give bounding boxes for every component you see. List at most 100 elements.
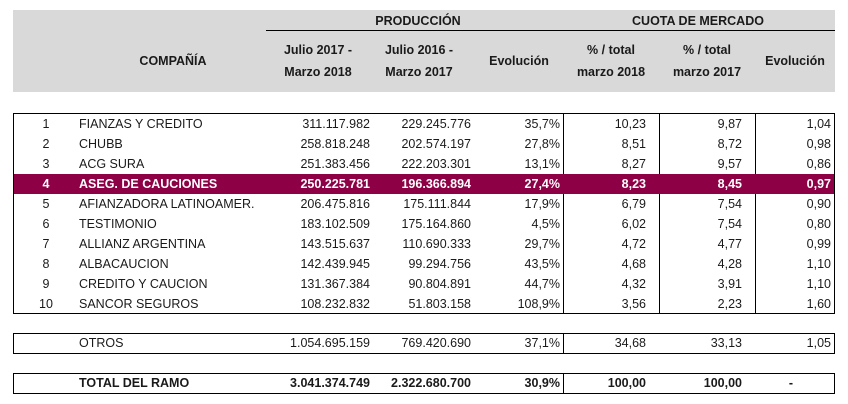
produccion-2018: 143.515.637 (300, 237, 370, 251)
produccion-evolucion: 44,7% (524, 277, 560, 291)
company-name: SANCOR SEGUROS (79, 297, 199, 311)
rank: 7 (42, 237, 50, 251)
produccion-2017: 175.164.860 (401, 217, 471, 231)
header-p17-line1: Julio 2016 - (384, 43, 454, 57)
produccion-evolucion: 27,8% (524, 137, 560, 151)
cuota-2017: 8,72 (717, 137, 742, 151)
cuota-2018: 3,56 (621, 297, 646, 311)
cuota-evolucion: - (788, 376, 794, 390)
produccion-evolucion: 27,4% (524, 177, 560, 191)
produccion-2017: 769.420.690 (401, 336, 471, 350)
rank: 3 (42, 157, 50, 171)
cuota-evolucion: 1,10 (806, 257, 831, 271)
cuota-2017: 9,57 (717, 157, 742, 171)
column-divider (563, 374, 564, 393)
cuota-evolucion: 0,80 (806, 217, 831, 231)
table-header: COMPAÑÍA PRODUCCIÓN CUOTA DE MERCADO Jul… (13, 10, 835, 92)
produccion-2017: 196.366.894 (401, 177, 471, 191)
cuota-2017: 2,23 (717, 297, 742, 311)
company-name: TESTIMONIO (79, 217, 157, 231)
produccion-evolucion: 37,1% (524, 336, 560, 350)
produccion-evolucion: 30,9% (524, 376, 560, 390)
produccion-2018: 183.102.509 (300, 217, 370, 231)
table-row-otros: OTROS 1.054.695.159 769.420.690 37,1% 34… (14, 333, 834, 353)
column-divider (755, 114, 756, 313)
cuota-2017: 4,77 (717, 237, 742, 251)
produccion-2017: 51.803.158 (408, 297, 471, 311)
cuota-2017: 9,87 (717, 117, 742, 131)
header-p17-line2: Marzo 2017 (385, 65, 453, 79)
cuota-2017: 100,00 (703, 376, 742, 390)
produccion-2017: 90.804.891 (408, 277, 471, 291)
produccion-evolucion: 108,9% (517, 297, 560, 311)
rank: 8 (42, 257, 50, 271)
cuota-evolucion: 1,10 (806, 277, 831, 291)
produccion-2018: 1.054.695.159 (290, 336, 370, 350)
cuota-evolucion: 1,60 (806, 297, 831, 311)
produccion-2018: 142.439.945 (300, 257, 370, 271)
header-evolucion: Evolución (489, 54, 549, 68)
header-m18-line2: marzo 2018 (576, 65, 646, 79)
rank: 6 (42, 217, 50, 231)
cuota-2018: 4,32 (621, 277, 646, 291)
cuota-evolucion: 0,97 (806, 177, 831, 191)
cuota-2017: 7,54 (717, 217, 742, 231)
produccion-2017: 202.574.197 (401, 137, 471, 151)
total-table: TOTAL DEL RAMO 3.041.374.749 2.322.680.7… (13, 373, 835, 394)
cuota-2018: 4,72 (621, 237, 646, 251)
rank: 9 (42, 277, 50, 291)
table-row: 2 CHUBB 258.818.248 202.574.197 27,8% 8,51 8,7… (14, 134, 834, 154)
cuota-2018: 4,68 (621, 257, 646, 271)
produccion-evolucion: 13,1% (524, 157, 560, 171)
cuota-2018: 8,27 (621, 157, 646, 171)
cuota-2018: 6,79 (621, 197, 646, 211)
produccion-2018: 258.818.248 (300, 137, 370, 151)
produccion-2017: 2.322.680.700 (391, 376, 471, 390)
produccion-evolucion: 17,9% (524, 197, 560, 211)
cuota-2017: 3,91 (717, 277, 742, 291)
company-name: FIANZAS Y CREDITO (79, 117, 203, 131)
cuota-2018: 6,02 (621, 217, 646, 231)
column-divider (563, 114, 564, 313)
cuota-2017: 33,13 (710, 336, 742, 350)
produccion-evolucion: 35,7% (524, 117, 560, 131)
rank: 10 (39, 297, 53, 311)
table-row-total: TOTAL DEL RAMO 3.041.374.749 2.322.680.7… (14, 373, 834, 393)
company-name: ACG SURA (79, 157, 145, 171)
header-m17-line2: marzo 2017 (672, 65, 742, 79)
header-cuota-group: CUOTA DE MERCADO (632, 14, 764, 28)
company-name: ALBACAUCION (79, 257, 169, 271)
table-row: 1 FIANZAS Y CREDITO 311.117.982 229.245.776… (14, 114, 834, 134)
rank: 5 (42, 197, 50, 211)
produccion-2018: 3.041.374.749 (290, 376, 370, 390)
header-p18-line2: Marzo 2018 (284, 65, 352, 79)
cuota-evolucion: 0,99 (806, 237, 831, 251)
company-name: CREDITO Y CAUCION (79, 277, 208, 291)
produccion-2017: 110.690.333 (402, 237, 471, 251)
ranking-table: 1 FIANZAS Y CREDITO 311.117.982 229.245.776… (13, 113, 835, 314)
column-divider (659, 114, 660, 313)
table-row: 8 ALBACAUCION 142.439.945 99.294.756 43,5% 4,… (14, 254, 834, 274)
table-row-highlighted: 4 ASEG. DE CAUCIONES 250.225.781 196.366.89… (14, 174, 834, 194)
cuota-evolucion: 0,90 (806, 197, 831, 211)
table-row: 7 ALLIANZ ARGENTINA 143.515.637 110.690.333… (14, 234, 834, 254)
produccion-2017: 229.245.776 (401, 117, 471, 131)
produccion-2018: 131.367.384 (300, 277, 370, 291)
cuota-2018: 10,23 (614, 117, 646, 131)
produccion-2018: 250.225.781 (300, 177, 370, 191)
header-produccion-group: PRODUCCIÓN (375, 14, 461, 28)
company-name: CHUBB (79, 137, 123, 151)
rank: 2 (42, 137, 50, 151)
cuota-2018: 8,51 (621, 137, 646, 151)
cuota-evolucion: 0,98 (806, 137, 831, 151)
table-row: 6 TESTIMONIO 183.102.509 175.164.860 4,5% 6,0… (14, 214, 834, 234)
produccion-evolucion: 4,5% (531, 217, 561, 231)
cuota-2017: 8,45 (717, 177, 742, 191)
cuota-2018: 34,68 (614, 336, 646, 350)
produccion-2018: 206.475.816 (300, 197, 370, 211)
company-name: TOTAL DEL RAMO (79, 376, 190, 390)
cuota-evolucion: 1,05 (806, 336, 831, 350)
header-m18-line1: % / total (587, 43, 635, 57)
produccion-2018: 251.383.456 (300, 157, 370, 171)
cuota-2018: 8,23 (621, 177, 646, 191)
